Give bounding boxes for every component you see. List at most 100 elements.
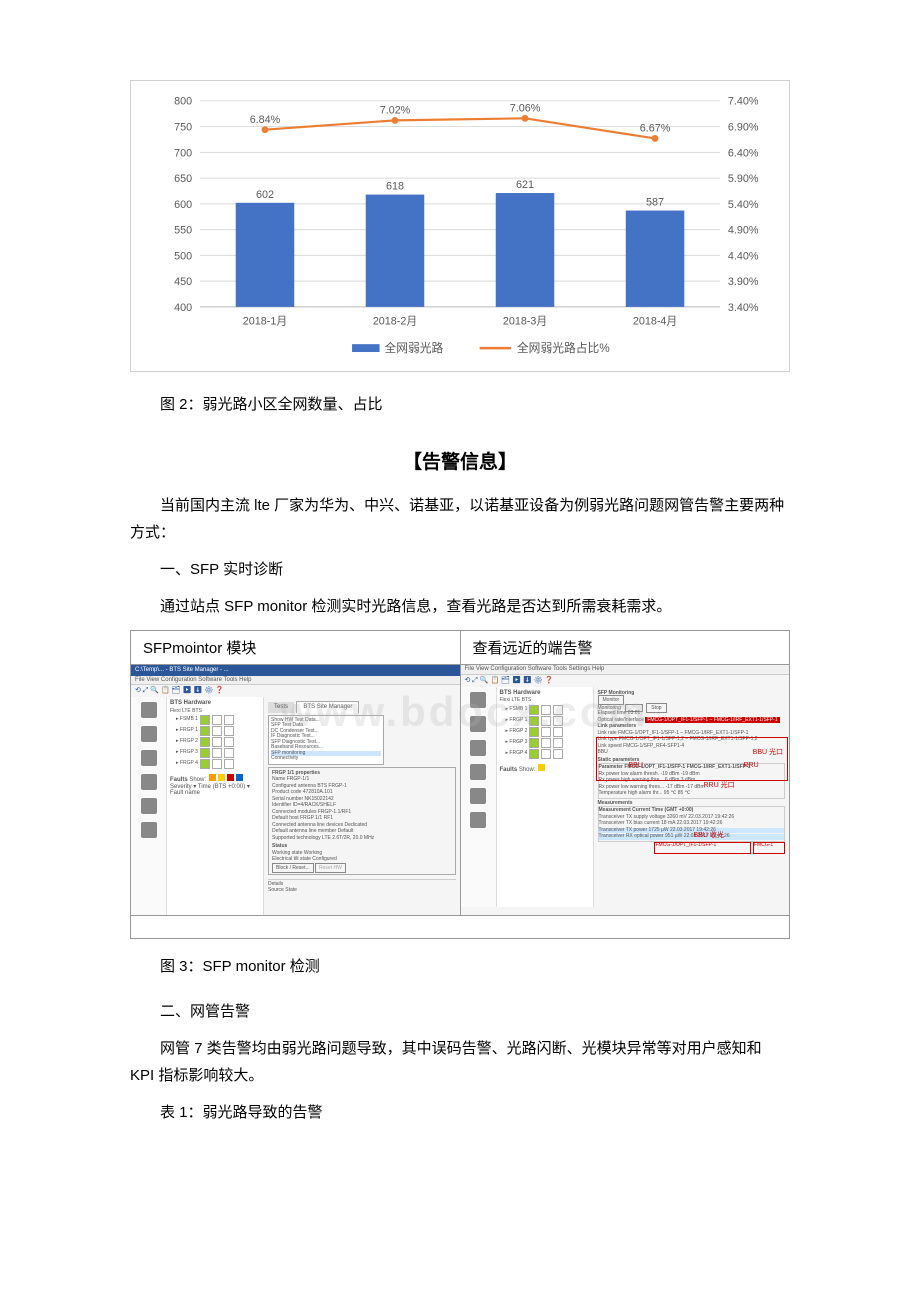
- svg-text:全网弱光路: 全网弱光路: [384, 341, 443, 355]
- chart-legend: 全网弱光路 全网弱光路占比%: [352, 341, 610, 355]
- svg-text:621: 621: [516, 179, 534, 191]
- sidebar-icon: [141, 774, 157, 790]
- svg-text:3.40%: 3.40%: [728, 302, 759, 314]
- svg-text:602: 602: [256, 189, 274, 201]
- svg-text:500: 500: [174, 250, 192, 262]
- link-params-title: Link parameters: [598, 723, 637, 729]
- svg-text:2018-4月: 2018-4月: [633, 316, 677, 328]
- faults-label: Faults: [170, 777, 188, 783]
- annotation-device: FMCG-1/OPT_IF1-1/SFP-1: [655, 842, 718, 848]
- sidebar: [131, 697, 167, 915]
- sidebar-icon: [470, 788, 486, 804]
- svg-text:7.40%: 7.40%: [728, 96, 759, 108]
- table-header-right: 查看远近的端告警: [460, 631, 790, 665]
- svg-text:4.40%: 4.40%: [728, 250, 759, 262]
- faults-show: Show:: [189, 777, 206, 783]
- sfp-monitoring-panel: SFP Monitoring Monitor Monitoring Stop E…: [594, 687, 790, 907]
- toolbar: ⟲ ⤢ 🔍 📋 🗂 ▶ ⬇ ⚙ ❓: [131, 685, 460, 697]
- svg-text:618: 618: [386, 181, 404, 193]
- screenshot-right: File View Configuration Software Tools S…: [461, 665, 790, 915]
- faults-filter: Severity ▾ Time (BTS +0:00) ▾ Fault name: [170, 784, 260, 797]
- tree-title: BTS Hardware: [170, 700, 260, 707]
- tree-subtitle: Flexi LTE BTS: [170, 709, 260, 715]
- svg-text:450: 450: [174, 276, 192, 288]
- optical-label: Optical rate/Interface: [598, 717, 644, 723]
- svg-text:5.90%: 5.90%: [728, 173, 759, 185]
- stop-button[interactable]: Stop: [646, 703, 666, 713]
- svg-text:全网弱光路占比%: 全网弱光路占比%: [517, 341, 610, 355]
- monitor-button[interactable]: Monitor: [598, 695, 625, 705]
- faults-panel: Faults Show:: [500, 764, 590, 774]
- bar-line-chart: 400 450 500 550 600 650 700 750 800 3.40% 3.90% 4.…: [146, 91, 774, 366]
- svg-text:6.40%: 6.40%: [728, 147, 759, 159]
- alarm-section-title: 【告警信息】: [130, 447, 790, 474]
- svg-text:4.90%: 4.90%: [728, 225, 759, 237]
- sidebar-icon: [470, 716, 486, 732]
- sidebar-icon: [470, 764, 486, 780]
- svg-text:2018-3月: 2018-3月: [503, 316, 547, 328]
- sidebar-icon: [470, 692, 486, 708]
- sidebar-icon: [141, 726, 157, 742]
- svg-text:800: 800: [174, 96, 192, 108]
- sidebar-icon: [141, 822, 157, 838]
- hardware-tree: BTS Hardware Flexi LTE BTS ▸ FSMB 1▸ FRG…: [497, 687, 594, 907]
- paragraph-sfp-title: 一、SFP 实时诊断: [130, 556, 790, 583]
- red-highlight-box2: FMCG-1: [753, 842, 785, 854]
- menubar: File View Configuration Software Tools H…: [131, 676, 460, 686]
- annotation-bbu-receive: BBU 收光: [694, 832, 724, 840]
- red-highlight-box: FMCG-1/OPT_IF1-1/SFP-1: [654, 842, 751, 854]
- faults-panel: Faults Show: Severity ▾ Time (BTS +0:00)…: [170, 774, 260, 797]
- table-header-left: SFPmointor 模块: [131, 631, 461, 665]
- screenshot-left: C:\Temp\... - BTS Site Manager - ... Fil…: [131, 665, 460, 915]
- sidebar: [461, 687, 497, 907]
- svg-text:7.02%: 7.02%: [380, 105, 411, 117]
- svg-text:2018-2月: 2018-2月: [373, 316, 417, 328]
- svg-text:600: 600: [174, 199, 192, 211]
- screenshot-comparison-table: SFPmointor 模块 查看远近的端告警 C:\Temp\... - BTS…: [130, 630, 790, 939]
- svg-text:2018-1月: 2018-1月: [243, 316, 287, 328]
- svg-text:6.90%: 6.90%: [728, 121, 759, 133]
- status-title: Status: [272, 843, 287, 849]
- svg-text:6.67%: 6.67%: [640, 123, 671, 135]
- toolbar: ⟲ ⤢ 🔍 📋 🗂 ▶ ⬇ ⚙ ❓: [461, 675, 790, 687]
- chart-container: 400 450 500 550 600 650 700 750 800 3.40% 3.90% 4.…: [130, 80, 790, 372]
- red-region-box: [596, 737, 788, 781]
- svg-text:7.06%: 7.06%: [510, 102, 541, 114]
- details-columns: Source State: [268, 888, 456, 894]
- sidebar-icon: [141, 750, 157, 766]
- table1-caption: 表 1：弱光路导致的告警: [130, 1099, 790, 1126]
- svg-text:550: 550: [174, 225, 192, 237]
- svg-text:700: 700: [174, 147, 192, 159]
- menubar: File View Configuration Software Tools S…: [461, 665, 790, 675]
- sidebar-icon: [470, 812, 486, 828]
- panel-title: FRGP 1/1 properties: [272, 770, 320, 776]
- svg-text:650: 650: [174, 173, 192, 185]
- paragraph-sfp-desc: 通过站点 SFP monitor 检测实时光路信息，查看光路是否达到所需衰耗需求…: [130, 593, 790, 620]
- sidebar-icon: [141, 798, 157, 814]
- annotation-device2: FMCG-1: [754, 842, 773, 848]
- svg-text:3.90%: 3.90%: [728, 276, 759, 288]
- measurements-title: Measurements: [598, 800, 633, 806]
- faults-label: Faults: [500, 767, 518, 773]
- paragraph-intro: 当前国内主流 lte 厂家为华为、中兴、诺基亚，以诺基亚设备为例弱光路问题网管告…: [130, 492, 790, 546]
- reset-hw-button[interactable]: Reset HW: [315, 863, 346, 873]
- paragraph-nms-desc: 网管 7 类告警均由弱光路问题导致，其中误码告警、光路闪断、光模块异常等对用户感…: [130, 1035, 790, 1089]
- sidebar-icon: [141, 702, 157, 718]
- main-panel: Tests BTS Site Manager Show HW Test Data…: [264, 697, 460, 915]
- annotation-rru-port: RRU 光口: [704, 782, 735, 790]
- tab-active: BTS Site Manager: [296, 701, 359, 713]
- paragraph-nms-title: 二、网管告警: [130, 998, 790, 1025]
- svg-text:5.40%: 5.40%: [728, 199, 759, 211]
- hardware-tree: BTS Hardware Flexi LTE BTS ▸ FSMB 1▸ FRG…: [167, 697, 264, 915]
- figure3-caption: 图 3：SFP monitor 检测: [130, 954, 790, 980]
- window-titlebar: C:\Temp\... - BTS Site Manager - ...: [131, 665, 460, 676]
- block-reset-button[interactable]: Block / Reset...: [272, 863, 314, 873]
- figure2-caption: 图 2：弱光路小区全网数量、占比: [130, 392, 790, 418]
- optical-value: FMCG-1/OPT_IF1-1/SFP-1 – FMCG-1/IRF_EXT1…: [645, 717, 779, 723]
- svg-text:400: 400: [174, 302, 192, 314]
- tree-title: BTS Hardware: [500, 690, 590, 697]
- svg-text:750: 750: [174, 121, 192, 133]
- sidebar-icon: [470, 740, 486, 756]
- svg-text:587: 587: [646, 197, 664, 209]
- tab: Tests: [268, 702, 294, 713]
